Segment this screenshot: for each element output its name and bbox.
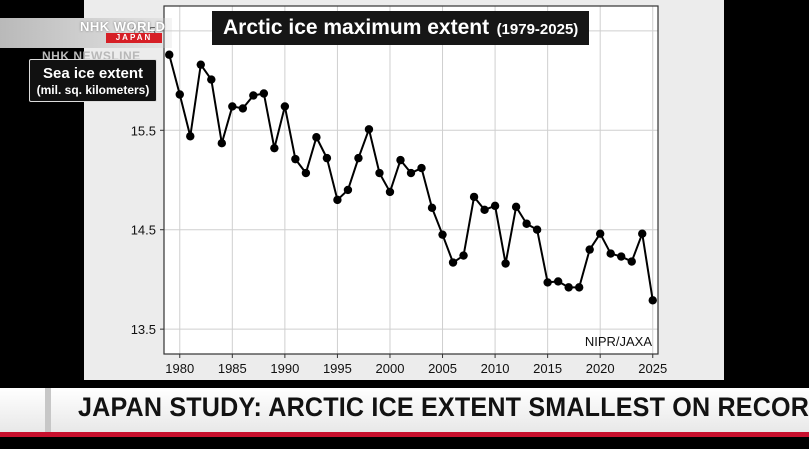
data-point — [469, 192, 479, 202]
data-point — [638, 229, 647, 238]
chart-title-text: Arctic ice maximum extent — [223, 16, 490, 39]
data-point — [406, 168, 416, 178]
x-tick-label: 2010 — [481, 361, 510, 376]
data-point — [196, 60, 205, 69]
data-point — [522, 219, 531, 228]
chart-panel: 1980 1985 1990 1995 2000 2005 2010 2015 2020 2025… — [84, 0, 724, 380]
data-point — [417, 163, 426, 173]
y-tick-label: 14.5 — [131, 223, 156, 238]
y-axis-label: Sea ice extent — [42, 65, 144, 82]
data-point — [364, 125, 374, 134]
data-point — [617, 252, 626, 261]
headline-text: JAPAN STUDY: ARCTIC ICE EXTENT SMALLEST … — [78, 392, 809, 422]
data-point — [175, 90, 184, 99]
data-point — [291, 154, 300, 164]
data-point — [322, 153, 332, 163]
data-point — [553, 277, 563, 286]
chart-subtitle: (1979-2025) — [496, 21, 579, 38]
data-point — [396, 155, 405, 165]
x-tick-label: 2005 — [428, 361, 457, 376]
data-point — [595, 229, 605, 238]
x-tick-label: 2000 — [376, 361, 405, 376]
data-point — [280, 102, 290, 111]
logo-main-text: NHK WORLD — [80, 19, 166, 34]
data-point — [217, 139, 227, 148]
data-point — [574, 283, 584, 292]
x-tick-label: 1995 — [323, 361, 352, 376]
data-point — [238, 104, 248, 113]
x-tick-label: 1980 — [165, 361, 194, 376]
data-point — [543, 278, 552, 287]
headline-bar — [0, 388, 809, 432]
data-point — [511, 202, 521, 212]
data-point — [438, 230, 447, 239]
x-tick-label: 2025 — [638, 361, 667, 376]
data-point — [186, 132, 195, 141]
y-axis-label-box: Sea ice extent (mil. sq. kilometers) — [29, 59, 157, 102]
source-label: NIPR/JAXA — [585, 334, 653, 349]
data-point — [648, 296, 657, 305]
x-tick-label: 2020 — [586, 361, 615, 376]
data-point — [564, 283, 573, 292]
y-tick-label: 15.5 — [131, 123, 156, 138]
data-point — [207, 75, 216, 84]
y-tick-label: 13.5 — [131, 322, 156, 337]
data-point — [532, 225, 542, 234]
sea-ice-line-chart: 1980 1985 1990 1995 2000 2005 2010 2015 2020 2025… — [131, 5, 667, 376]
data-point — [459, 251, 468, 260]
data-point — [480, 205, 489, 215]
data-point — [165, 50, 174, 59]
data-point — [427, 203, 437, 213]
headline-accent — [45, 388, 51, 432]
nhk-world-logo: NHK WORLD JAPAN — [0, 18, 172, 48]
x-tick-label: 2015 — [533, 361, 562, 376]
data-point — [333, 195, 342, 205]
data-point — [606, 249, 615, 258]
data-point — [343, 185, 353, 195]
data-point — [627, 257, 636, 266]
data-point — [259, 89, 269, 98]
data-point — [301, 168, 311, 178]
y-axis-unit: (mil. sq. kilometers) — [36, 83, 150, 97]
data-point — [385, 187, 395, 197]
chart-title: Arctic ice maximum extent (1979-2025) — [212, 11, 590, 45]
data-point — [375, 168, 384, 178]
x-tick-label: 1990 — [270, 361, 299, 376]
data-point — [270, 143, 279, 153]
plot-frame — [163, 5, 659, 355]
headline-red-line — [0, 432, 809, 437]
x-tick-label: 1985 — [218, 361, 247, 376]
data-point — [448, 258, 458, 267]
data-point — [354, 153, 363, 163]
logo-sub-text: JAPAN — [106, 33, 162, 43]
data-point — [490, 201, 500, 211]
data-point — [228, 102, 237, 111]
plot-area — [164, 6, 658, 354]
data-point — [312, 133, 321, 142]
data-point — [249, 91, 258, 100]
data-point — [501, 259, 510, 268]
data-point — [585, 245, 594, 254]
